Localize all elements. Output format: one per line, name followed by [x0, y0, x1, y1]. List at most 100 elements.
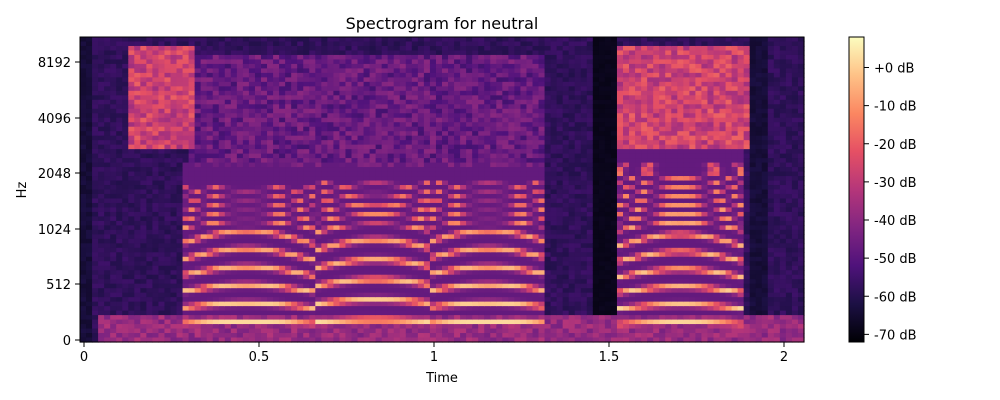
heatmap-cell	[417, 108, 425, 114]
heatmap-cell	[520, 153, 528, 159]
heatmap-cell	[514, 59, 522, 65]
heatmap-cell	[508, 167, 515, 173]
heatmap-cell	[375, 77, 383, 83]
heatmap-cell	[315, 113, 322, 119]
heatmap-cell	[188, 337, 196, 343]
heatmap-cell	[104, 301, 111, 307]
heatmap-cell	[182, 225, 190, 231]
heatmap-cell	[134, 41, 141, 47]
heatmap-cell	[484, 104, 491, 110]
heatmap-cell	[134, 135, 141, 141]
heatmap-cell	[466, 189, 473, 195]
heatmap-cell	[502, 328, 509, 334]
heatmap-cell	[417, 283, 425, 289]
heatmap-cell	[514, 265, 522, 271]
heatmap-cell	[327, 310, 334, 316]
heatmap-cell	[254, 274, 262, 280]
heatmap-cell	[98, 122, 105, 128]
heatmap-cell	[454, 180, 461, 186]
heatmap-cell	[508, 144, 515, 150]
heatmap-cell	[363, 193, 371, 200]
heatmap-cell	[303, 198, 310, 204]
heatmap-cell	[435, 135, 443, 141]
heatmap-cell	[164, 144, 172, 150]
heatmap-cell	[194, 265, 202, 271]
heatmap-cell	[345, 229, 353, 235]
heatmap-cell	[158, 41, 166, 47]
heatmap-cell	[248, 90, 256, 96]
heatmap-cell	[194, 292, 202, 298]
heatmap-cell	[309, 126, 316, 132]
heatmap-cell	[478, 37, 485, 43]
heatmap-cell	[291, 140, 298, 146]
heatmap-cell	[273, 45, 280, 52]
heatmap-cell	[454, 113, 461, 119]
heatmap-cell	[146, 90, 153, 96]
heatmap-cell	[273, 144, 280, 150]
heatmap-cell	[375, 202, 383, 209]
heatmap-cell	[248, 238, 256, 244]
heatmap-cell	[363, 50, 371, 56]
heatmap-cell	[134, 108, 141, 114]
heatmap-cell	[98, 117, 105, 123]
heatmap-cell	[375, 274, 383, 280]
heatmap-cell	[309, 167, 316, 173]
heatmap-cell	[176, 225, 184, 231]
heatmap-cell	[230, 185, 238, 191]
heatmap-cell	[200, 45, 208, 52]
heatmap-cell	[242, 140, 250, 146]
heatmap-cell	[363, 220, 371, 226]
heatmap-cell	[466, 315, 473, 321]
heatmap-cell	[152, 252, 160, 258]
heatmap-cell	[267, 81, 274, 87]
heatmap-cell	[423, 131, 431, 137]
heatmap-cell	[267, 198, 274, 204]
heatmap-cell	[218, 310, 226, 316]
heatmap-cell	[502, 104, 509, 110]
heatmap-cell	[393, 229, 401, 235]
heatmap-cell	[303, 252, 310, 258]
heatmap-cell	[351, 292, 359, 298]
heatmap-cell	[122, 247, 129, 253]
heatmap-cell	[478, 333, 485, 339]
heatmap-cell	[98, 167, 105, 173]
heatmap-cell	[128, 220, 135, 226]
heatmap-cell	[429, 104, 437, 110]
heatmap-cell	[423, 54, 431, 61]
heatmap-cell	[122, 144, 129, 150]
heatmap-cell	[122, 229, 129, 235]
heatmap-cell	[236, 274, 244, 280]
heatmap-cell	[273, 171, 280, 177]
heatmap-cell	[261, 72, 268, 78]
heatmap-cell	[104, 324, 111, 330]
heatmap-cell	[248, 310, 256, 316]
heatmap-cell	[279, 256, 286, 262]
heatmap-cell	[454, 247, 461, 253]
heatmap-cell	[502, 270, 509, 276]
heatmap-cell	[134, 193, 141, 200]
heatmap-cell	[460, 167, 467, 173]
heatmap-cell	[490, 162, 497, 168]
heatmap-cell	[315, 225, 322, 231]
heatmap-cell	[206, 77, 214, 83]
heatmap-cell	[448, 247, 455, 253]
heatmap-cell	[182, 171, 190, 177]
heatmap-cell	[212, 149, 220, 155]
heatmap-cell	[442, 45, 449, 52]
heatmap-cell	[267, 225, 274, 231]
heatmap-cell	[375, 270, 383, 276]
heatmap-cell	[176, 324, 184, 330]
heatmap-cell	[254, 37, 262, 43]
heatmap-cell	[254, 198, 262, 204]
heatmap-cell	[327, 90, 334, 96]
heatmap-cell	[224, 207, 232, 213]
heatmap-cell	[140, 297, 147, 303]
heatmap-cell	[514, 279, 522, 285]
heatmap-cell	[333, 104, 341, 110]
heatmap-cell	[417, 41, 425, 47]
heatmap-cell	[176, 265, 184, 271]
heatmap-cell	[351, 158, 359, 164]
heatmap-cell	[285, 297, 292, 303]
heatmap-cell	[134, 180, 141, 186]
heatmap-cell	[375, 86, 383, 92]
